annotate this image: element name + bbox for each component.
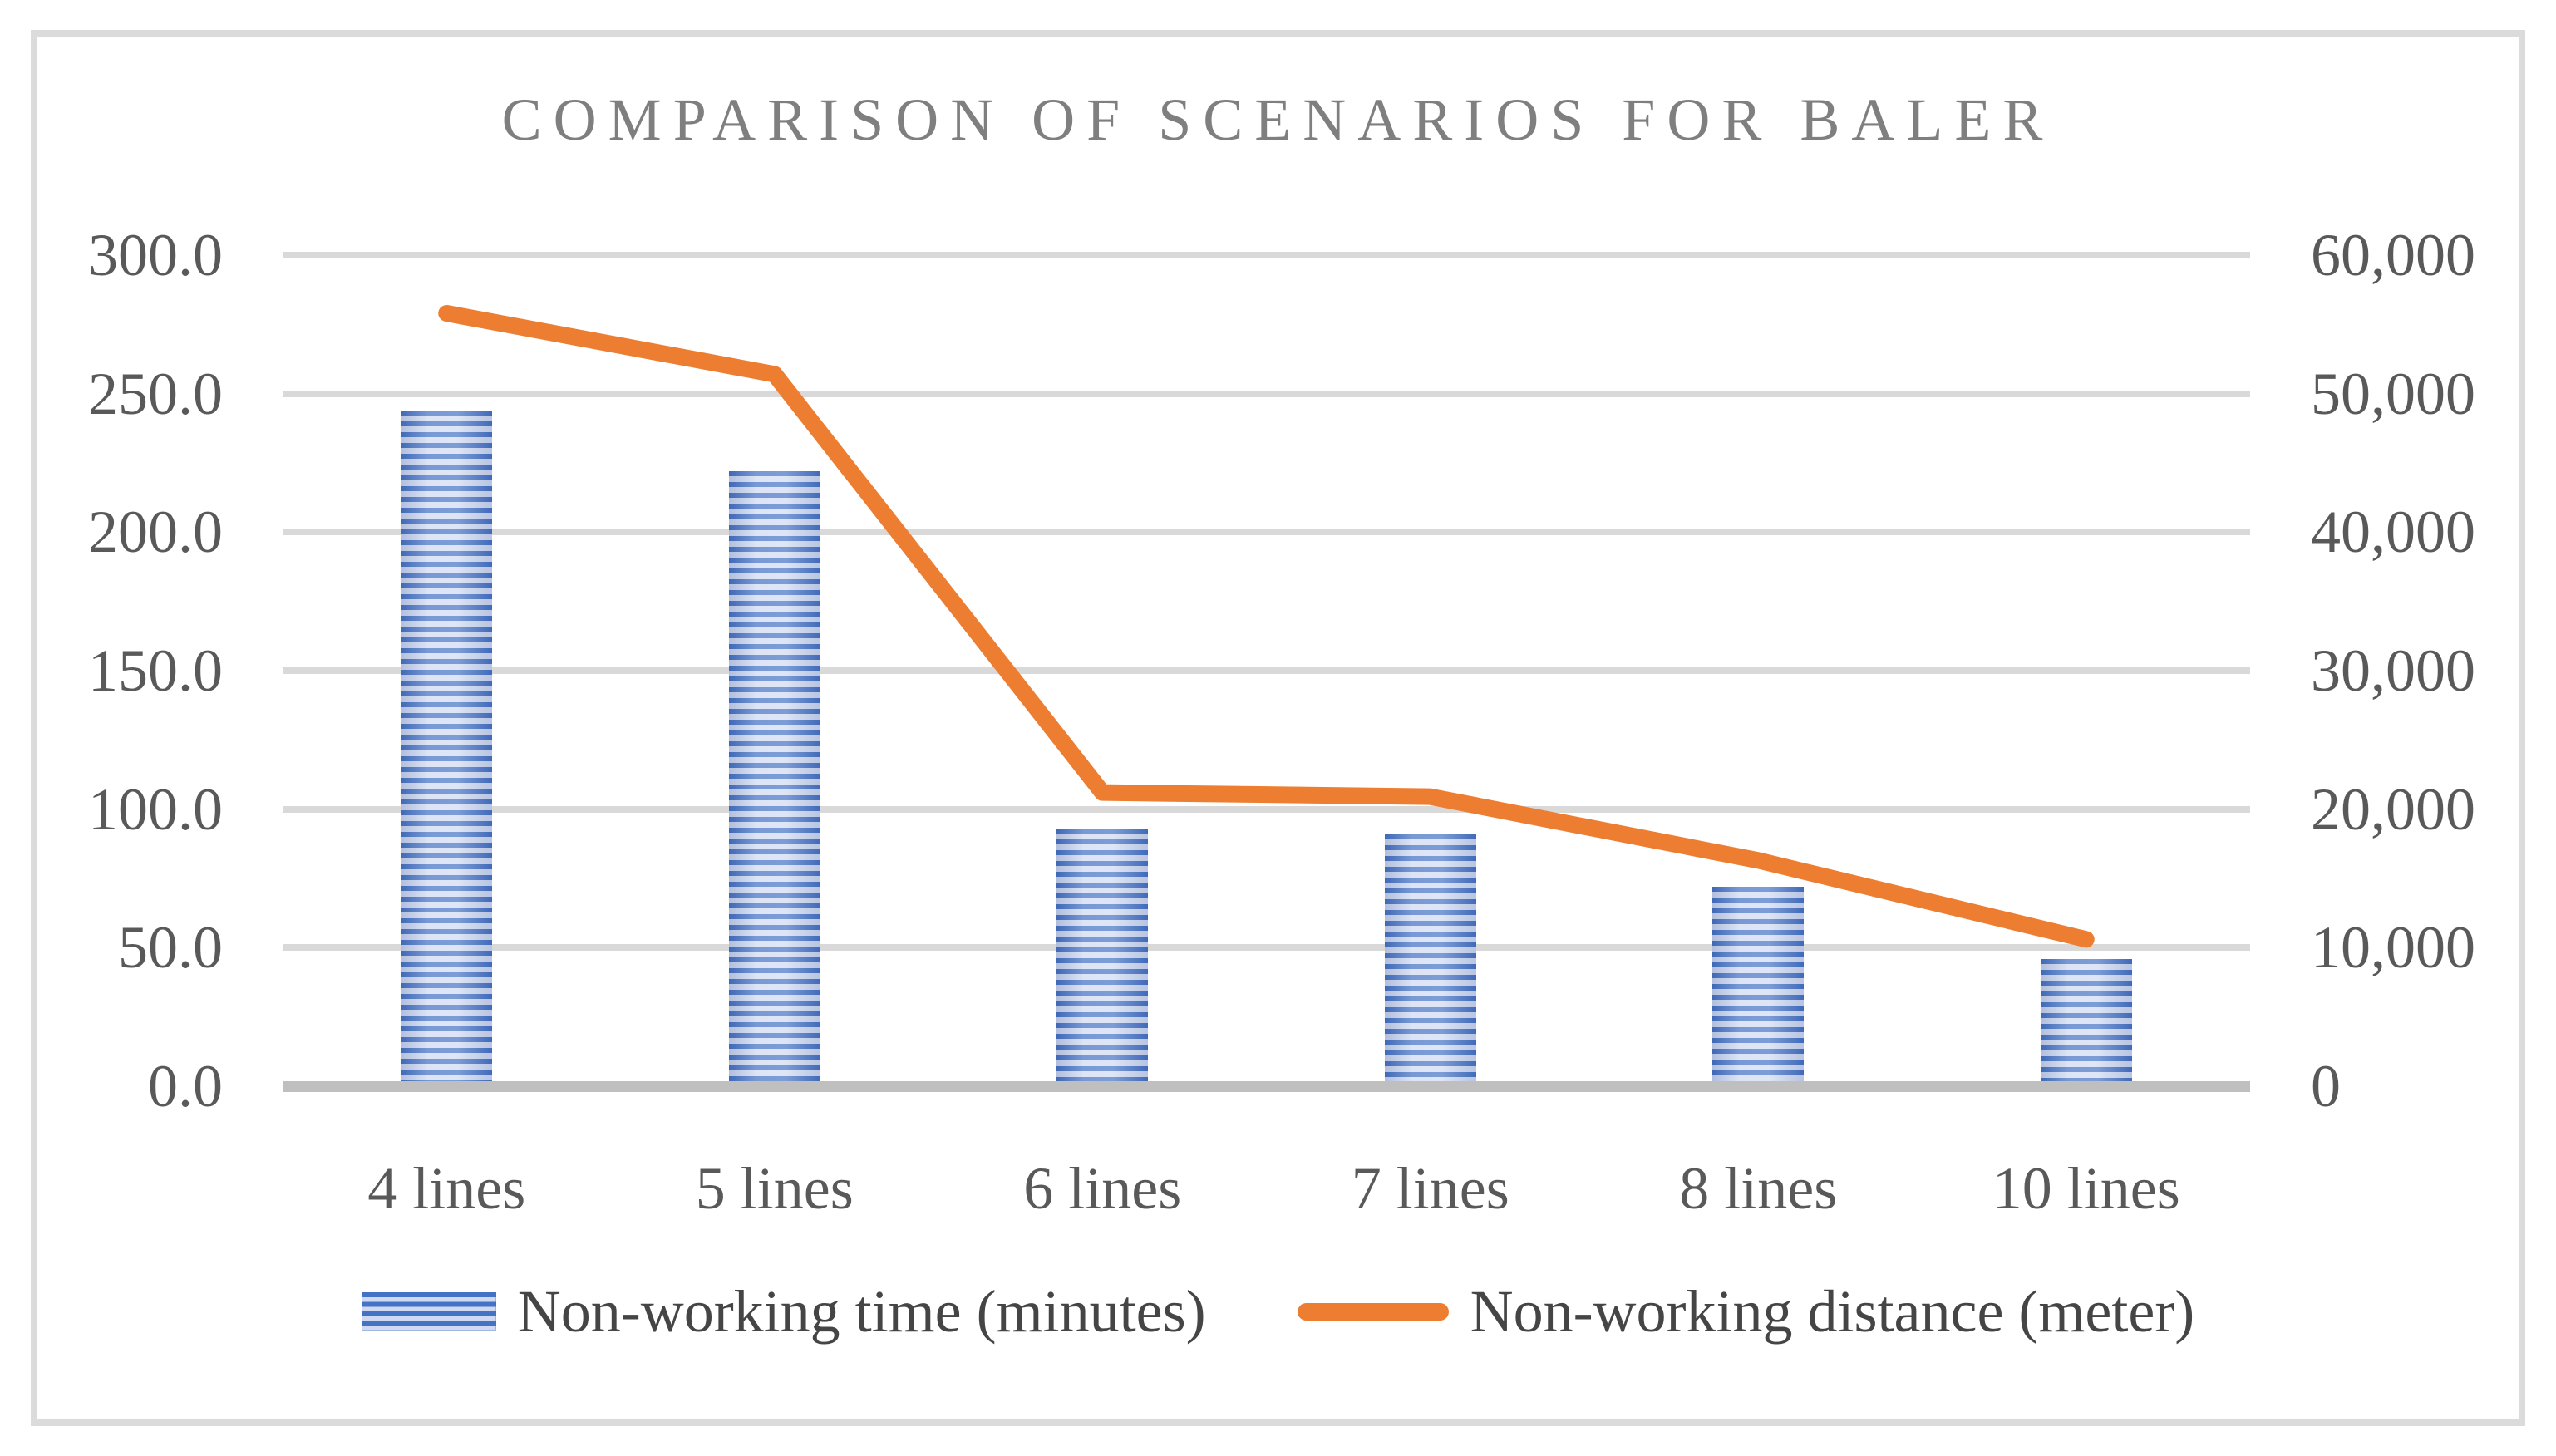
- gridline: [283, 944, 2250, 952]
- left-axis-tick-label: 150.0: [88, 637, 223, 704]
- line-series-swatch-icon: [1297, 1302, 1449, 1321]
- category-label-5-lines: 5 lines: [695, 1155, 854, 1222]
- left-axis-tick-label: 50.0: [118, 914, 223, 981]
- legend-item-time[interactable]: Non-working time (minutes): [361, 1278, 1206, 1345]
- bar-7-lines[interactable]: [1384, 834, 1476, 1082]
- bar-10-lines[interactable]: [2040, 958, 2132, 1082]
- right-axis-tick-label: 40,000: [2311, 499, 2475, 566]
- category-label-7-lines: 7 lines: [1351, 1155, 1509, 1222]
- category-label-6-lines: 6 lines: [1023, 1155, 1182, 1222]
- bar-5-lines[interactable]: [728, 471, 820, 1081]
- chart-title: COMPARISON OF SCENARIOS FOR BALER: [501, 86, 2055, 153]
- right-axis-tick-label: 30,000: [2311, 637, 2475, 704]
- bar-8-lines[interactable]: [1712, 887, 1805, 1081]
- left-axis-tick-label: 250.0: [88, 360, 223, 427]
- right-axis-tick-label: 10,000: [2311, 914, 2475, 981]
- bar-4-lines[interactable]: [401, 410, 493, 1082]
- gridline: [283, 667, 2250, 674]
- x-axis-baseline: [283, 1081, 2250, 1092]
- gridline: [283, 805, 2250, 813]
- legend-label-distance: Non-working distance (meter): [1470, 1278, 2195, 1345]
- left-axis-tick-label: 200.0: [88, 499, 223, 566]
- gridline: [283, 529, 2250, 536]
- category-label-4-lines: 4 lines: [367, 1155, 526, 1222]
- right-axis-tick-label: 0: [2311, 1053, 2341, 1119]
- left-axis-tick-label: 300.0: [88, 222, 223, 288]
- category-label-10-lines: 10 lines: [1992, 1155, 2180, 1222]
- legend-item-distance[interactable]: Non-working distance (meter): [1297, 1278, 2195, 1345]
- figure-border: [31, 30, 2525, 1426]
- left-axis-tick-label: 0.0: [148, 1053, 223, 1119]
- gridline: [283, 390, 2250, 397]
- bar-6-lines[interactable]: [1056, 829, 1149, 1081]
- gridline: [283, 252, 2250, 258]
- left-axis-tick-label: 100.0: [88, 775, 223, 843]
- category-label-8-lines: 8 lines: [1679, 1155, 1838, 1222]
- legend: Non-working time (minutes) Non-working d…: [0, 1281, 2556, 1341]
- right-axis-tick-label: 60,000: [2311, 222, 2475, 288]
- right-axis-tick-label: 50,000: [2311, 360, 2475, 427]
- bar-series-swatch-icon: [361, 1292, 496, 1331]
- right-axis-tick-label: 20,000: [2311, 775, 2475, 843]
- legend-label-time: Non-working time (minutes): [517, 1278, 1206, 1345]
